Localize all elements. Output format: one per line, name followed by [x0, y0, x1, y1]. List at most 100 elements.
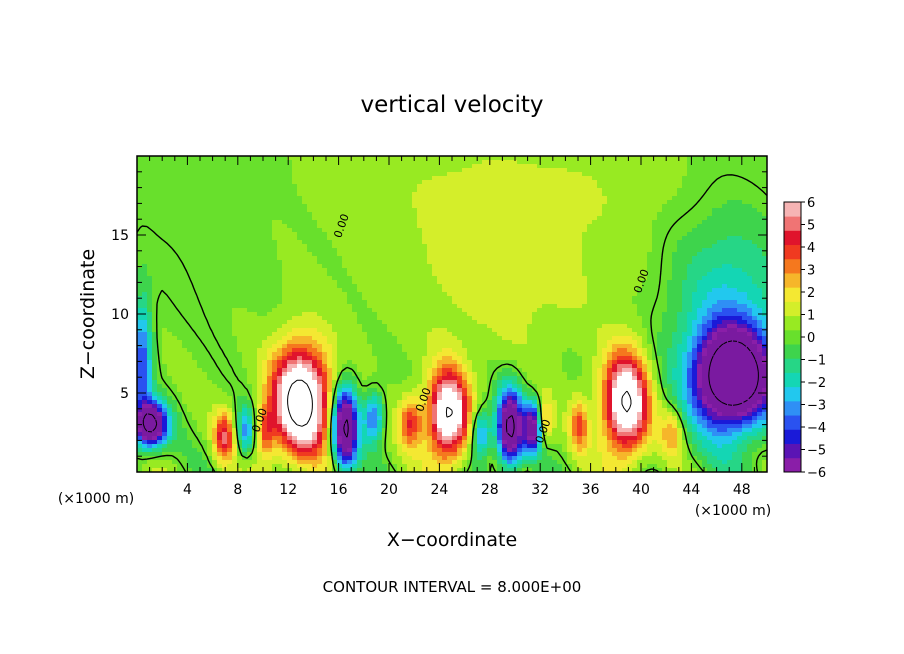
field-cell — [622, 272, 628, 277]
field-cell — [687, 240, 693, 245]
field-cell — [557, 224, 563, 229]
field-cell — [762, 200, 767, 205]
field-cell — [552, 276, 558, 281]
field-cell — [577, 180, 583, 185]
field-cell — [432, 160, 438, 165]
field-cell — [737, 156, 743, 161]
field-cell — [477, 188, 483, 193]
field-cell — [397, 204, 403, 209]
field-cell — [187, 280, 193, 285]
field-cell — [532, 240, 538, 245]
field-cell — [452, 272, 458, 277]
field-cell — [552, 192, 558, 197]
field-cell — [267, 308, 273, 313]
field-cell — [427, 228, 433, 233]
field-cell — [602, 168, 608, 173]
field-cell — [327, 176, 333, 181]
field-cell — [242, 176, 248, 181]
field-cell — [642, 184, 648, 189]
field-cell — [592, 232, 598, 237]
field-cell — [667, 280, 673, 285]
field-cell — [212, 312, 218, 317]
field-cell — [187, 252, 193, 257]
field-cell — [487, 196, 493, 201]
field-cell — [437, 232, 443, 237]
field-cell — [322, 188, 328, 193]
field-cell — [302, 264, 308, 269]
field-cell — [472, 160, 478, 165]
field-cell — [227, 220, 233, 225]
field-cell — [497, 300, 503, 305]
field-cell — [477, 172, 483, 177]
field-cell — [177, 160, 183, 165]
field-cell — [357, 292, 363, 297]
field-cell — [237, 312, 243, 317]
field-cell — [297, 268, 303, 273]
field-cell — [172, 296, 178, 301]
field-cell — [602, 208, 608, 213]
field-cell — [267, 164, 273, 169]
field-cell — [582, 184, 588, 189]
field-cell — [197, 292, 203, 297]
field-cell — [687, 192, 693, 197]
field-cell — [362, 180, 368, 185]
field-cell — [757, 156, 763, 161]
field-cell — [677, 176, 683, 181]
field-cell — [157, 172, 163, 177]
field-cell — [492, 228, 498, 233]
field-cell — [567, 212, 573, 217]
field-cell — [567, 188, 573, 193]
field-cell — [652, 172, 658, 177]
field-cell — [397, 208, 403, 213]
field-cell — [397, 268, 403, 273]
field-cell — [302, 300, 308, 305]
field-cell — [142, 308, 148, 313]
field-cell — [137, 236, 143, 241]
field-cell — [712, 296, 718, 301]
field-cell — [137, 288, 143, 293]
field-cell — [312, 176, 318, 181]
field-cell — [517, 312, 523, 317]
field-cell — [267, 180, 273, 185]
field-cell — [152, 300, 158, 305]
field-cell — [662, 156, 668, 161]
field-cell — [712, 172, 718, 177]
field-cell — [392, 308, 398, 313]
field-cell — [637, 240, 643, 245]
field-cell — [362, 208, 368, 213]
field-cell — [572, 280, 578, 285]
field-cell — [417, 268, 423, 273]
field-cell — [392, 200, 398, 205]
field-cell — [192, 296, 198, 301]
field-cell — [467, 272, 473, 277]
field-cell — [252, 172, 258, 177]
field-cell — [142, 288, 148, 293]
field-cell — [552, 252, 558, 257]
field-cell — [607, 168, 613, 173]
field-cell — [447, 192, 453, 197]
field-cell — [497, 240, 503, 245]
field-cell — [367, 236, 373, 241]
field-cell — [597, 192, 603, 197]
field-cell — [577, 288, 583, 293]
field-cell — [217, 160, 223, 165]
field-cell — [377, 280, 383, 285]
field-cell — [362, 252, 368, 257]
field-cell — [257, 252, 263, 257]
field-cell — [592, 240, 598, 245]
field-cell — [477, 244, 483, 249]
field-cell — [427, 208, 433, 213]
field-cell — [542, 304, 548, 309]
field-cell — [482, 192, 488, 197]
field-cell — [197, 228, 203, 233]
field-cell — [727, 156, 733, 161]
field-cell — [352, 180, 358, 185]
field-cell — [247, 216, 253, 221]
field-cell — [322, 300, 328, 305]
field-cell — [627, 184, 633, 189]
field-cell — [672, 188, 678, 193]
field-cell — [582, 308, 588, 313]
field-cell — [592, 276, 598, 281]
field-cell — [422, 296, 428, 301]
field-cell — [627, 308, 633, 313]
